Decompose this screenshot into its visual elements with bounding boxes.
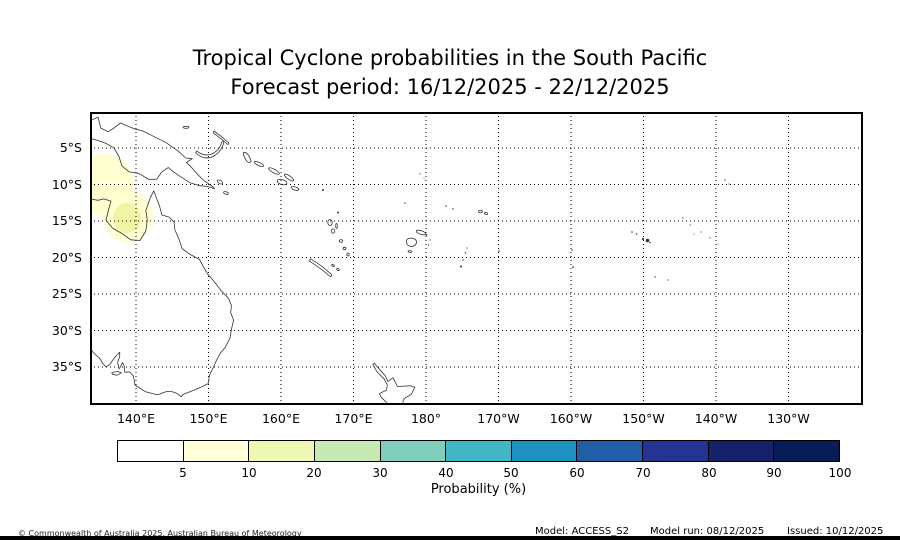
probability-shading bbox=[90, 154, 153, 242]
colorbar-tick: 60 bbox=[569, 466, 585, 480]
lon-label: 150°W bbox=[622, 411, 665, 426]
lat-label: 10°S bbox=[51, 176, 82, 192]
coastline-viti-levu bbox=[405, 237, 417, 247]
grid-lines bbox=[90, 112, 863, 405]
colorbar-cell bbox=[708, 441, 775, 461]
lon-label: 170°W bbox=[477, 411, 520, 426]
lon-label: 140°W bbox=[694, 411, 738, 426]
colorbar-cell bbox=[774, 441, 840, 461]
model-run-text: Model run: 08/12/2025 bbox=[650, 526, 765, 537]
colorbar-cell bbox=[314, 441, 381, 461]
colorbar-tick: 10 bbox=[241, 466, 257, 480]
coastline-new-ireland bbox=[212, 130, 230, 145]
page-title: Tropical Cyclone probabilities in the So… bbox=[0, 44, 900, 102]
colorbar-cell bbox=[511, 441, 578, 461]
probability-colorbar bbox=[117, 440, 840, 462]
model-name-text: Model: ACCESS_S2 bbox=[535, 526, 629, 537]
lon-label: 150°E bbox=[189, 411, 228, 426]
lat-label: 25°S bbox=[51, 286, 82, 301]
coastline-new-zealand-north-island bbox=[372, 362, 416, 405]
colorbar-cell bbox=[118, 441, 184, 461]
coastline-kangaroo-island bbox=[111, 371, 122, 376]
colorbar-axis-label: Probability (%) bbox=[430, 482, 527, 497]
bottom-edge-bar bbox=[0, 536, 900, 540]
coastline-new-caledonia bbox=[308, 258, 333, 277]
lat-label: 35°S bbox=[51, 359, 82, 374]
lon-label: 180° bbox=[410, 411, 442, 426]
colorbar-tick: 20 bbox=[306, 466, 322, 480]
colorbar-tick: 70 bbox=[635, 466, 651, 480]
coastline-new-guinea bbox=[90, 116, 216, 190]
coastline-bougainville bbox=[242, 151, 252, 163]
lat-label: 20°S bbox=[51, 249, 82, 265]
map-canvas bbox=[90, 112, 863, 405]
lon-label: 170°E bbox=[334, 411, 373, 426]
colorbar-tick: 80 bbox=[701, 466, 717, 480]
colorbar-cell bbox=[643, 441, 709, 461]
colorbar-tick: 40 bbox=[438, 466, 454, 480]
colorbar-tick: 100 bbox=[828, 466, 852, 480]
title-line-1: Tropical Cyclone probabilities in the So… bbox=[192, 46, 708, 70]
copyright-text: © Commonwealth of Australia 2025, Austra… bbox=[18, 529, 302, 538]
lon-label: 160°W bbox=[549, 411, 593, 426]
lat-label: 30°S bbox=[51, 322, 82, 338]
coastlines bbox=[90, 116, 417, 405]
lon-label: 140°E bbox=[116, 411, 155, 426]
lon-label: 160°E bbox=[261, 411, 300, 426]
title-line-2: Forecast period: 16/12/2025 - 22/12/2025 bbox=[230, 75, 670, 99]
lat-label: 15°S bbox=[51, 213, 82, 228]
map-region bbox=[90, 112, 863, 405]
island-dots bbox=[322, 173, 730, 281]
colorbar-tick: 30 bbox=[372, 466, 388, 480]
issued-date-text: Issued: 10/12/2025 bbox=[787, 526, 884, 537]
colorbar-cell bbox=[446, 441, 512, 461]
colorbar-tick: 5 bbox=[179, 466, 187, 480]
colorbar-cell bbox=[183, 441, 250, 461]
colorbar-cell bbox=[380, 441, 447, 461]
lon-label: 130°W bbox=[767, 411, 810, 426]
island-outlines bbox=[182, 125, 488, 271]
colorbar-tick: 90 bbox=[766, 466, 782, 480]
colorbar-cell bbox=[249, 441, 315, 461]
colorbar-tick: 50 bbox=[503, 466, 519, 480]
colorbar-cell bbox=[577, 441, 644, 461]
coastline-australia bbox=[90, 190, 234, 398]
coastline-new-britain bbox=[195, 141, 225, 159]
map-border bbox=[90, 112, 863, 405]
lat-label: 5°S bbox=[59, 140, 82, 155]
